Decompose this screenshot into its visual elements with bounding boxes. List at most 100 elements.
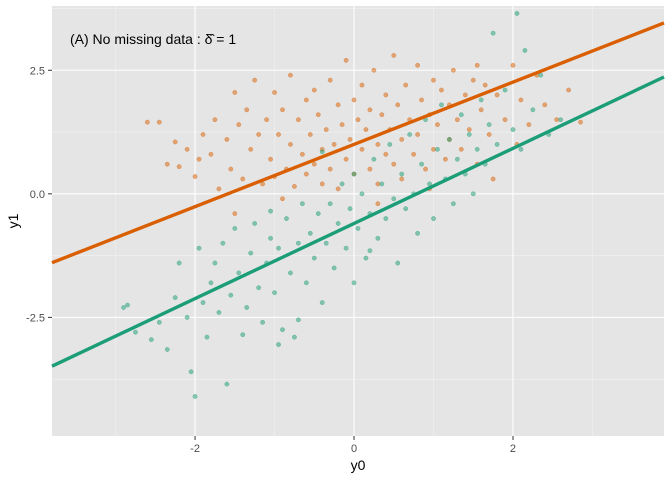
data-point [403, 82, 409, 88]
data-point [490, 30, 496, 36]
data-point [280, 107, 285, 113]
data-point [403, 206, 409, 212]
data-point [252, 221, 258, 226]
data-point [419, 97, 424, 103]
data-point [268, 156, 273, 162]
data-point [530, 107, 536, 113]
data-point [272, 90, 277, 95]
data-point [288, 270, 293, 276]
data-point [295, 117, 301, 123]
data-point [299, 201, 305, 207]
data-point [423, 166, 428, 172]
x-tick-label: 0 [351, 443, 357, 455]
data-point [256, 285, 262, 291]
data-point [339, 122, 345, 128]
data-point [415, 62, 421, 68]
data-point [439, 87, 444, 93]
data-point [355, 117, 361, 123]
data-point [391, 53, 397, 58]
data-point [359, 146, 365, 152]
x-tick-label: 2 [510, 443, 516, 455]
data-point [431, 146, 436, 152]
data-point [248, 250, 254, 256]
regression-line [51, 75, 665, 368]
data-point [454, 117, 460, 123]
data-point [363, 255, 369, 261]
y-axis: -2.5 0.0 2.5 [26, 65, 52, 324]
data-point [228, 292, 234, 298]
data-point [566, 87, 572, 93]
data-point [470, 77, 476, 83]
data-point [288, 141, 293, 147]
data-point [454, 156, 460, 162]
minor-grid-lines [52, 6, 664, 436]
data-point [331, 265, 337, 271]
data-point [288, 72, 293, 78]
data-point [268, 235, 273, 241]
x-axis: -2 0 2 [190, 436, 516, 455]
data-point [339, 181, 345, 187]
y-tick-label: 0.0 [30, 189, 45, 201]
data-point [466, 132, 472, 137]
data-point [299, 151, 305, 157]
data-point [319, 300, 325, 305]
data-point [200, 132, 206, 137]
data-point [554, 117, 560, 123]
data-point [331, 141, 337, 147]
data-point [192, 394, 198, 399]
data-point [224, 381, 230, 387]
data-point [474, 146, 480, 152]
data-point [156, 319, 162, 325]
data-point [212, 117, 218, 123]
data-point [502, 87, 508, 93]
data-point [347, 137, 353, 142]
data-point [542, 102, 548, 108]
data-point [395, 102, 401, 108]
data-points [121, 11, 583, 399]
data-point [387, 141, 393, 147]
data-point [323, 240, 329, 246]
data-point [256, 132, 262, 137]
data-point [327, 77, 333, 83]
data-point [351, 97, 357, 103]
data-point [439, 102, 444, 108]
data-point [510, 62, 516, 68]
data-point [367, 248, 373, 254]
data-point [383, 92, 389, 98]
data-point [276, 245, 281, 251]
data-point [244, 107, 250, 113]
data-point [307, 230, 313, 236]
data-point [200, 300, 206, 305]
data-point [315, 112, 321, 118]
data-point [335, 221, 341, 226]
data-point [176, 260, 182, 266]
data-point [379, 112, 385, 118]
chart-title: (A) No missing data : δ̂ = 1 [70, 31, 236, 47]
data-point [196, 156, 202, 162]
data-point [502, 117, 508, 123]
data-point [133, 329, 138, 335]
data-point [240, 332, 246, 338]
data-point [276, 342, 281, 347]
data-point [292, 184, 297, 189]
data-point [486, 122, 492, 128]
data-point [399, 176, 405, 182]
data-point [510, 127, 516, 132]
data-point [156, 119, 162, 125]
data-point [399, 171, 405, 177]
data-point [375, 201, 381, 207]
data-point [315, 211, 321, 216]
data-point [375, 141, 381, 147]
data-point [236, 270, 242, 276]
data-point [470, 191, 476, 197]
data-point [367, 107, 373, 113]
data-point [303, 97, 309, 103]
data-point [415, 230, 421, 236]
data-point [363, 127, 369, 132]
data-point [391, 161, 397, 167]
data-point [311, 87, 317, 93]
data-point [280, 196, 285, 202]
data-point [490, 176, 496, 182]
data-point [367, 166, 373, 172]
